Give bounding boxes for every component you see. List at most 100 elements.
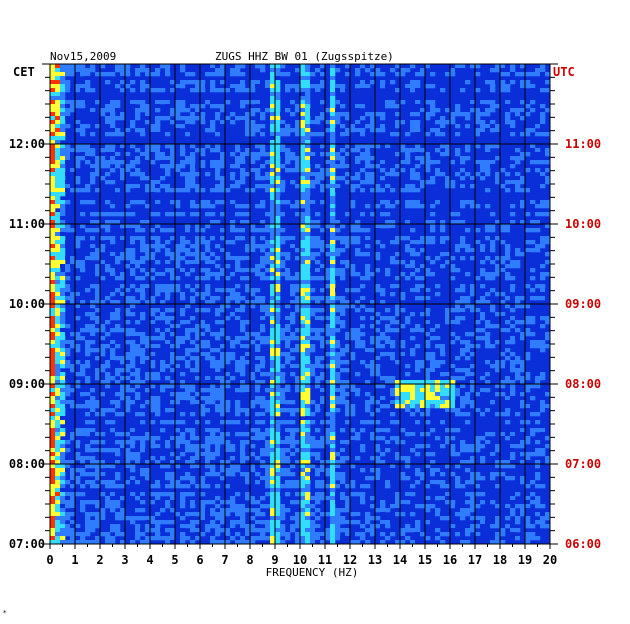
heat-cell [95,100,101,105]
heat-cell [415,132,421,137]
heat-cell [325,128,331,133]
heat-cell [350,404,356,409]
heat-cell [270,332,276,337]
heat-cell [130,384,136,389]
heat-cell [180,240,186,245]
heat-cell [80,368,86,373]
heat-cell [125,172,131,177]
heat-cell [530,72,536,77]
heat-cell [235,364,241,369]
heat-cell [50,404,56,409]
heat-cell [305,336,311,341]
heat-cell [475,164,481,169]
heat-cell [170,212,176,217]
heat-cell [265,260,271,265]
heat-cell [70,388,76,393]
heat-cell [140,68,146,73]
heat-cell [195,248,201,253]
heat-cell [190,156,196,161]
heat-cell [300,396,306,401]
heat-cell [285,168,291,173]
heat-cell [60,124,66,129]
heat-cell [510,352,516,357]
heat-cell [400,100,406,105]
heat-cell [270,188,276,193]
heat-cell [345,112,351,117]
heat-cell [310,356,316,361]
heat-cell [290,180,296,185]
heat-cell [335,340,341,345]
heat-cell [415,420,421,425]
heat-cell [50,332,56,337]
heat-cell [205,244,211,249]
heat-cell [170,276,176,281]
heat-cell [165,248,171,253]
heat-cell [190,432,196,437]
heat-cell [330,256,336,261]
heat-cell [80,252,86,257]
heat-cell [85,288,91,293]
heat-cell [85,324,91,329]
heat-cell [540,124,546,129]
heat-cell [255,128,261,133]
heat-cell [325,164,331,169]
heat-cell [380,288,386,293]
heat-cell [315,276,321,281]
heat-cell [400,188,406,193]
heat-cell [340,272,346,277]
heat-cell [210,184,216,189]
heat-cell [80,64,86,69]
heat-cell [115,104,121,109]
heat-cell [55,328,61,333]
heat-cell [500,260,506,265]
heat-cell [285,336,291,341]
heat-cell [130,172,136,177]
heat-cell [455,68,461,73]
heat-cell [65,228,71,233]
heat-cell [180,380,186,385]
heat-cell [445,376,451,381]
heat-cell [135,348,141,353]
heat-cell [70,420,76,425]
heat-cell [450,252,456,257]
heat-cell [130,260,136,265]
heat-cell [390,224,396,229]
heat-cell [260,200,266,205]
heat-cell [130,184,136,189]
heat-cell [195,128,201,133]
heat-cell [185,360,191,365]
heat-cell [180,188,186,193]
heat-cell [115,100,121,105]
heat-cell [320,316,326,321]
heat-cell [315,224,321,229]
heat-cell [150,160,156,165]
heat-cell [435,392,441,397]
heat-cell [110,456,116,461]
heat-cell [520,64,526,69]
heat-cell [50,192,56,197]
heat-cell [400,204,406,209]
heat-cell [245,124,251,129]
heat-cell [75,452,81,457]
heat-cell [55,404,61,409]
heat-cell [60,240,66,245]
heat-cell [445,320,451,325]
heat-cell [95,320,101,325]
heat-cell [55,356,61,361]
heat-cell [290,400,296,405]
heat-cell [520,108,526,113]
heat-cell [480,456,486,461]
heat-cell [205,128,211,133]
heat-cell [115,148,121,153]
heat-cell [395,404,401,409]
heat-cell [275,404,281,409]
heat-cell [270,272,276,277]
heat-cell [430,392,436,397]
heat-cell [525,104,531,109]
heat-cell [110,400,116,405]
heat-cell [205,292,211,297]
heat-cell [110,132,116,137]
heat-cell [310,196,316,201]
heat-cell [250,240,256,245]
heat-cell [205,180,211,185]
